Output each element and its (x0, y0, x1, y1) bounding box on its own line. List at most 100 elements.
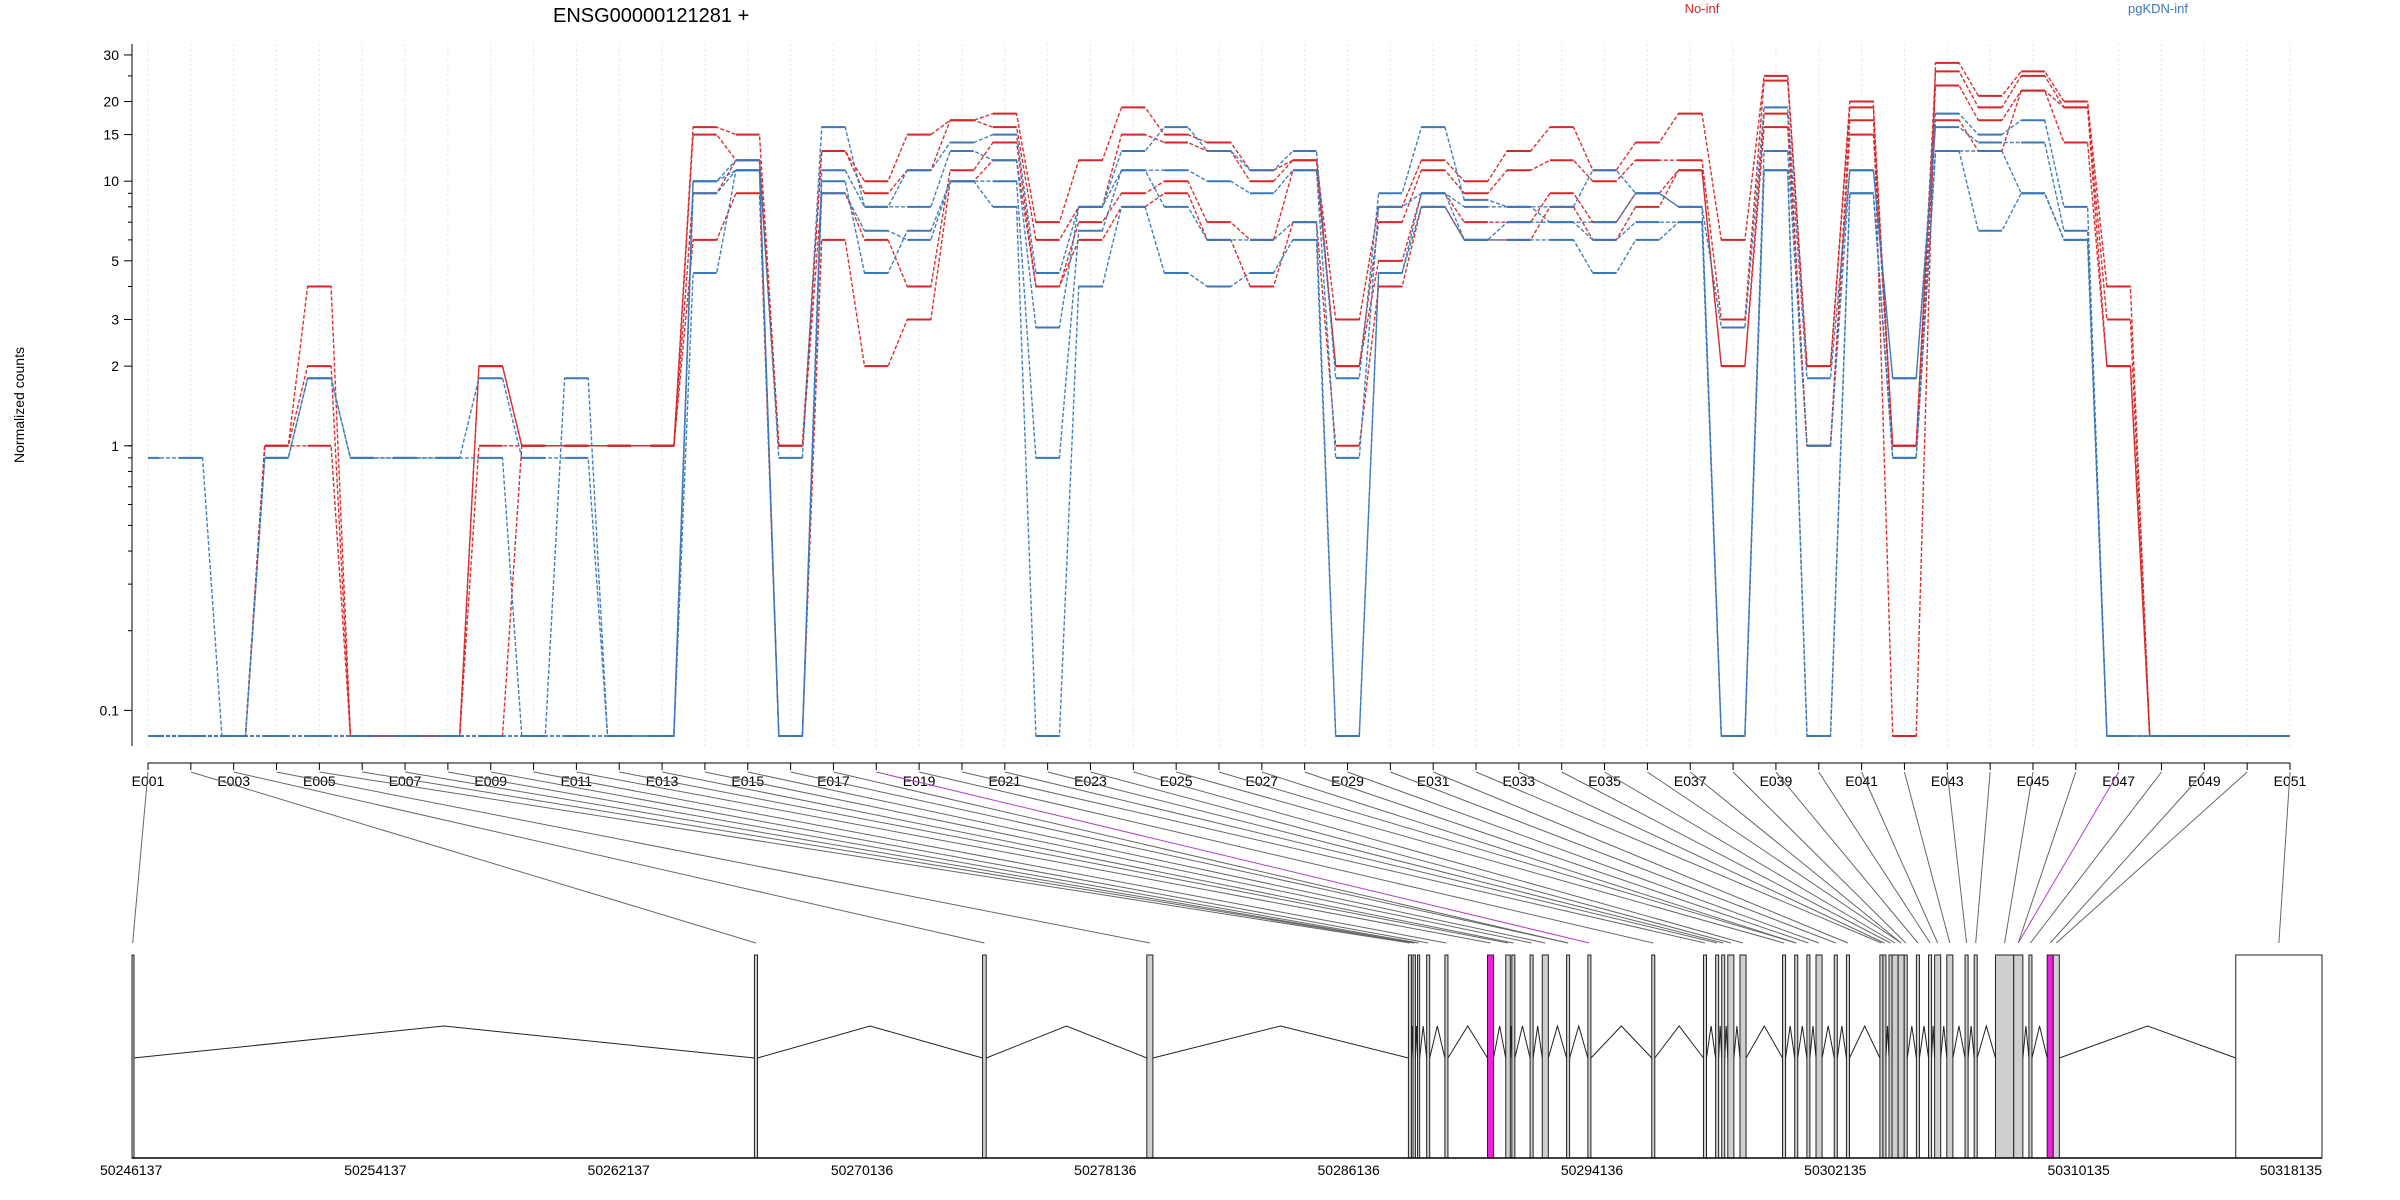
y-tick-label: 2 (111, 358, 119, 374)
legend-entry-no-inf: No-inf (1685, 1, 1720, 16)
series-pgKDN-inf-5 (148, 106, 2290, 737)
exon-block (1915, 954, 1920, 1159)
exon-block (1891, 954, 1899, 1159)
intron-link (1821, 1025, 1835, 1059)
x-tick-label: E005 (303, 773, 336, 789)
connector-E005 (319, 771, 1411, 944)
intron-link (1447, 1025, 1488, 1059)
intron-link (1952, 1025, 1966, 1059)
exon-block (1651, 954, 1656, 1159)
connector-E035 (1604, 771, 1896, 944)
series-line (148, 150, 2290, 737)
exon-block (1566, 954, 1571, 1159)
intron-link (2059, 1025, 2236, 1059)
genomic-coordinate-ticks: 50246137 50254137 50262137 50270136 50278136… (100, 1162, 2322, 1178)
intron-link (1654, 1025, 1704, 1059)
connector-E042 (1903, 771, 1951, 944)
exon-block (1845, 954, 1850, 1159)
exon-block (1727, 954, 1735, 1159)
intron-link (1706, 1025, 1717, 1059)
x-tick-label: E033 (1503, 773, 1536, 789)
exon-block (2052, 954, 2060, 1159)
x-tick-label: E007 (389, 773, 422, 789)
x-tick-label: E013 (646, 773, 679, 789)
connector-E011 (576, 771, 1491, 944)
intron-link (1514, 1025, 1531, 1059)
connector-E039 (1775, 771, 1919, 944)
exon-block (1146, 954, 1154, 1159)
exon-block (1903, 954, 1908, 1159)
y-tick-label: 1 (111, 438, 119, 454)
exon-block (1815, 954, 1823, 1159)
intron-link (1976, 1024, 1996, 1059)
genomic-tick-label: 50246137 (100, 1162, 163, 1178)
exon-block (1882, 954, 1887, 1159)
series-line (148, 70, 2290, 737)
intron-link (986, 1025, 1148, 1059)
connector-E009 (490, 771, 1429, 944)
connector-E051 (2278, 771, 2291, 944)
exon-connectors (132, 771, 2291, 944)
connector-E013 (661, 771, 1514, 944)
exon-block (1897, 954, 1905, 1159)
x-tick-label: E021 (988, 773, 1021, 789)
connector-E047 (2017, 771, 2120, 944)
exon-block (1702, 954, 1708, 1159)
exon-block (1511, 954, 1516, 1159)
connector-E007 (404, 771, 1415, 944)
intron-link (1809, 1025, 1817, 1059)
genomic-tick-label: 50286136 (1318, 1162, 1381, 1178)
intron-link (1547, 1024, 1568, 1059)
connector-E027 (1261, 771, 1797, 944)
genomic-tick-label: 50262137 (588, 1162, 651, 1178)
genomic-tick-label: 50318135 (2260, 1162, 2323, 1178)
exon-block (131, 954, 135, 1159)
x-tick-label: E045 (2017, 773, 2050, 789)
connector-E021 (1004, 771, 1718, 944)
connector-E006 (362, 771, 1415, 944)
connector-E023 (1090, 771, 1731, 944)
exon-block (2013, 954, 2024, 1159)
legend-entry-pgkdn-inf: pgKDN-inf (2128, 1, 2188, 16)
exon-block-highlighted (2046, 954, 2054, 1159)
series-pgKDN-inf-7 (148, 150, 2290, 737)
x-tick-label: E003 (217, 773, 250, 789)
intron-link (1733, 1025, 1741, 1059)
intron-link (2022, 1025, 2030, 1059)
exon-block (1833, 954, 1838, 1159)
intron-link (1590, 1025, 1653, 1059)
x-tick-label: E051 (2274, 773, 2307, 789)
exon-block (1417, 954, 1421, 1159)
x-tick-label: E041 (1845, 773, 1878, 789)
series-No-inf-2 (148, 70, 2290, 737)
exon-block (1739, 954, 1747, 1159)
genomic-tick-label: 50294136 (1561, 1162, 1624, 1178)
exon-block (2028, 954, 2033, 1159)
connector-E048 (2030, 771, 2162, 944)
intron-link (1569, 1024, 1589, 1059)
connector-E010 (533, 771, 1447, 944)
exon-block (1529, 954, 1534, 1159)
exon-block (1412, 954, 1416, 1159)
connector-E004 (276, 771, 1150, 944)
intron-link (1885, 1025, 1890, 1059)
exon-block (1934, 954, 1942, 1159)
intron-link (133, 1025, 755, 1059)
connector-E014 (704, 771, 1532, 944)
gene-title: ENSG00000121281 + (553, 5, 749, 27)
intron-link (1931, 1025, 1936, 1059)
intron-link (1849, 1024, 1881, 1059)
connector-E032 (1475, 771, 1882, 944)
connector-E029 (1347, 771, 1820, 944)
x-tick-label: E043 (1931, 773, 1964, 789)
genomic-tick-label: 50278136 (1074, 1162, 1137, 1178)
intron-link (1906, 1025, 1917, 1059)
gene-model-track (131, 954, 2323, 1159)
connector-E003 (233, 771, 985, 944)
y-tick-label: 20 (103, 94, 119, 110)
connector-E028 (1304, 771, 1809, 944)
exon-block (1973, 954, 1978, 1159)
connector-E030 (1390, 771, 1836, 944)
exon-block (1794, 954, 1799, 1159)
